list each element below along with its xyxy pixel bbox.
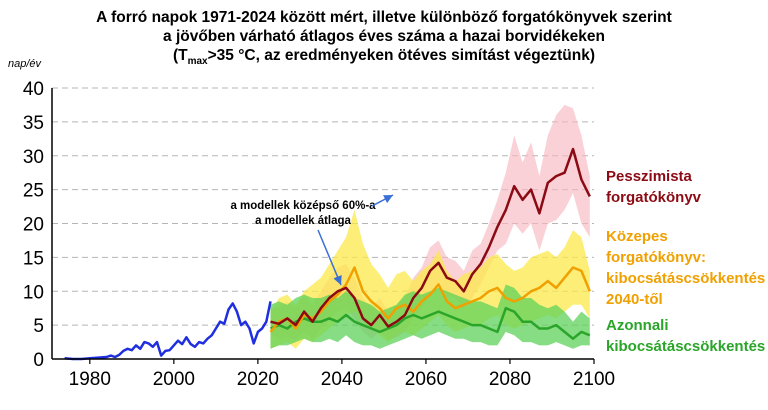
annotation-line-1: a modellek középső 60%-a [230, 200, 376, 212]
x-tick-label: 2020 [237, 369, 279, 390]
label-pessimist: Pesszimista forgatókönyv [606, 166, 701, 208]
label-medium-line-3: kibocsátáscsökkentés [606, 270, 766, 287]
label-immediate: Azonnali kibocsátáscsökkentés [606, 315, 765, 357]
label-immediate-line-2: kibocsátáscsökkentés [606, 338, 766, 355]
y-tick-label: 0 [33, 350, 44, 371]
observed-line [64, 301, 272, 361]
immediate-line [270, 306, 591, 340]
annotation-arrow-mean [317, 229, 342, 286]
label-medium: Közepes forgatókönyv: kibocsátáscsökkent… [606, 226, 765, 310]
y-tick-label: 25 [23, 181, 44, 202]
title-line-3: (Tmax>35 °C, az eredményeken ötéves simí… [0, 46, 768, 71]
series-lines [64, 147, 591, 361]
y-unit-label: nap/év [8, 58, 42, 70]
label-immediate-line-1: Azonnali [606, 317, 669, 334]
label-pessimist-line-1: Pesszimista [606, 168, 692, 185]
title-line-3-sub: max [187, 56, 208, 68]
y-tick-label: 40 [23, 79, 44, 100]
label-medium-line-1: Közepes [606, 228, 668, 245]
x-tick-label: 2060 [405, 369, 447, 390]
x-tick-label: 2040 [321, 369, 363, 390]
x-tick-label: 2080 [489, 369, 531, 390]
x-tick-label: 2000 [153, 369, 195, 390]
pessimist-line [270, 147, 591, 328]
y-tick-label: 15 [23, 248, 44, 269]
label-medium-line-4: 2040-től [606, 291, 663, 308]
y-tick-label: 5 [33, 316, 44, 337]
y-tick-label: 35 [23, 113, 44, 134]
label-medium-line-2: forgatókönyv: [606, 249, 707, 266]
chart-title: A forró napok 1971-2024 között mért, ill… [0, 8, 768, 71]
y-tick-label: 20 [23, 215, 44, 236]
title-line-1: A forró napok 1971-2024 között mért, ill… [96, 9, 672, 26]
y-tick-label: 30 [23, 147, 44, 168]
annotation-arrow-band [371, 194, 394, 207]
title-line-3-pre: (T [172, 47, 188, 64]
label-pessimist-line-2: forgatókönyv [606, 189, 702, 206]
x-tick-label: 1980 [69, 369, 111, 390]
annotation: a modellek középső 60%-a a modellek átlag… [230, 194, 394, 286]
medium-line [269, 266, 591, 333]
annotation-line-2: a modellek átlaga [255, 215, 351, 227]
title-line-3-post: >35 °C, az eredményeken ötéves simítást … [207, 47, 596, 64]
title-line-2: a jövőben várható átlagos éves száma a h… [163, 28, 605, 45]
axes: 0 5 10 15 20 25 30 35 40 1980 2000 2020 2040 2060 2080… [23, 79, 615, 390]
y-tick-label: 10 [23, 282, 44, 303]
x-tick-label: 2100 [573, 369, 615, 390]
